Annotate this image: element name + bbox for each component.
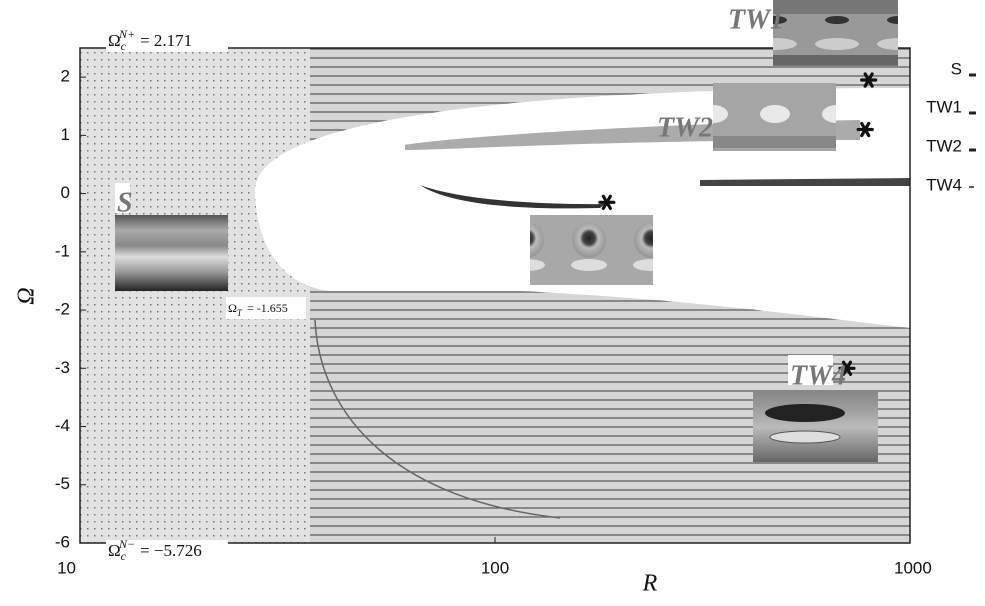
marker-stroke — [841, 360, 853, 376]
marker-stroke — [860, 121, 871, 138]
y-tick-label: -6 — [55, 532, 70, 551]
subscript: T — [237, 308, 243, 318]
band — [420, 185, 605, 209]
marker — [598, 194, 616, 210]
subscript: c — [121, 39, 127, 53]
value: = 2.171 — [140, 31, 192, 50]
legend-label: TW1 — [926, 97, 962, 116]
inset-tw4-cell — [765, 404, 845, 422]
subscript: c — [121, 549, 127, 563]
y-tick-label: -3 — [55, 358, 70, 377]
value: = -1.655 — [247, 301, 288, 315]
superscript: N− — [118, 537, 135, 551]
band — [700, 178, 910, 186]
inset-tw4-bg — [753, 392, 878, 462]
insets — [115, 0, 898, 462]
label-bg — [115, 183, 130, 213]
annotation-bg — [226, 297, 306, 319]
x-axis-label: R — [642, 571, 658, 597]
x-tick-label: 100 — [481, 558, 509, 577]
x-tick-label: 1000 — [894, 558, 932, 577]
symbol: Ω — [108, 31, 121, 50]
y-tick-label: -4 — [55, 416, 70, 435]
y-tick-label: 0 — [61, 183, 70, 202]
marker — [856, 121, 874, 138]
annotation: ΩcN+ = 2.171 — [108, 27, 192, 53]
legend-label: S — [951, 59, 962, 78]
marker — [860, 72, 878, 88]
y-tick-label: -5 — [55, 474, 70, 493]
image-label: TW4 — [790, 360, 846, 391]
legend-label: TW4 — [926, 175, 962, 194]
inset-tw4-cell — [769, 430, 841, 444]
marker-stroke — [863, 72, 874, 88]
annotation: ΩT = -1.655 — [228, 301, 288, 318]
y-tick-label: 2 — [61, 67, 70, 86]
symbol: Ω — [108, 541, 121, 560]
inset-tw4 — [753, 392, 878, 462]
y-axis-label: Ω — [14, 287, 40, 304]
inset-cells — [530, 215, 653, 285]
inset-s — [115, 215, 228, 291]
image-label: TW1 — [728, 4, 784, 35]
label-bg — [788, 355, 833, 385]
annotation-bg — [106, 540, 228, 562]
marker — [838, 360, 856, 376]
symbol: Ω — [228, 301, 237, 315]
value: = −5.726 — [140, 541, 202, 560]
y-tick-label: -1 — [55, 241, 70, 260]
annotation-bg — [106, 30, 228, 52]
image-label: S — [117, 187, 133, 218]
y-tick-label: 1 — [61, 125, 70, 144]
marker-stroke — [601, 194, 612, 210]
legend-label: TW2 — [926, 136, 962, 155]
annotation: ΩcN− = −5.726 — [108, 537, 202, 563]
right-legend-dashes — [969, 73, 976, 188]
y-tick-label: -2 — [55, 300, 70, 319]
image-label: TW2 — [657, 112, 713, 143]
inset-tw1 — [773, 0, 898, 66]
curve — [314, 319, 561, 519]
regime-shading-left — [80, 48, 310, 543]
superscript: N+ — [118, 27, 135, 41]
inset-tw2 — [713, 83, 836, 151]
x-tick-label: 10 — [57, 558, 76, 577]
